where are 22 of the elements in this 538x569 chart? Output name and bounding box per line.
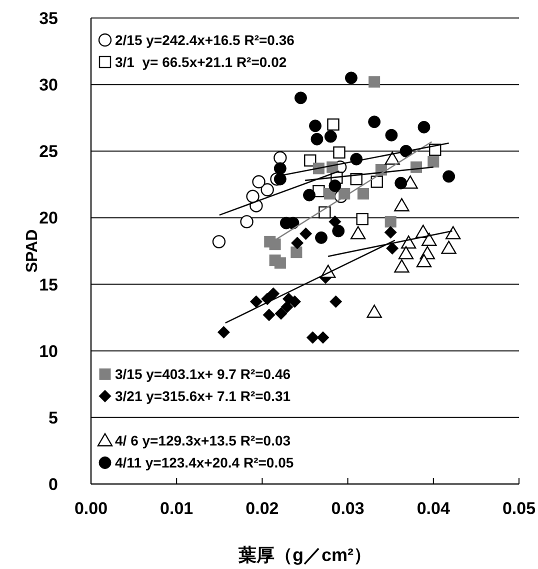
- y-tick-label: 35: [39, 9, 58, 28]
- x-axis-title: 葉厚（g／cm²）: [237, 545, 372, 565]
- legend-label: 3/21 y=315.6x+ 7.1 R²=0.31: [115, 388, 291, 404]
- y-tick-label: 0: [48, 475, 58, 494]
- x-tick-label: 0.02: [246, 499, 279, 518]
- y-tick-label: 10: [39, 342, 58, 361]
- y-tick-label: 5: [48, 408, 58, 428]
- legend-label: 2/15 y=242.4x+16.5 R²=0.36: [115, 32, 295, 48]
- x-tick-label: 0.05: [502, 499, 536, 518]
- x-tick-label: 0.01: [160, 499, 194, 518]
- y-tick-label: 15: [39, 275, 58, 294]
- x-tick-label: 0.03: [331, 499, 364, 518]
- legend-label: 4/11 y=123.4x+20.4 R²=0.05: [115, 454, 294, 471]
- legend-label: 3/15 y=403.1x+ 9.7 R²=0.46: [115, 366, 291, 382]
- x-tick-label: 0.04: [416, 499, 450, 518]
- x-tick-label: 0.00: [74, 499, 108, 518]
- y-tick-label: 25: [39, 142, 58, 162]
- y-axis-title: SPAD: [24, 229, 41, 273]
- legend-label: 3/1 y= 66.5x+21.1 R²=0.02: [115, 54, 287, 70]
- legend-label: 4/ 6 y=129.3x+13.5 R²=0.03: [115, 432, 291, 449]
- y-tick-label: 20: [39, 208, 58, 228]
- y-tick-label: 30: [39, 76, 58, 95]
